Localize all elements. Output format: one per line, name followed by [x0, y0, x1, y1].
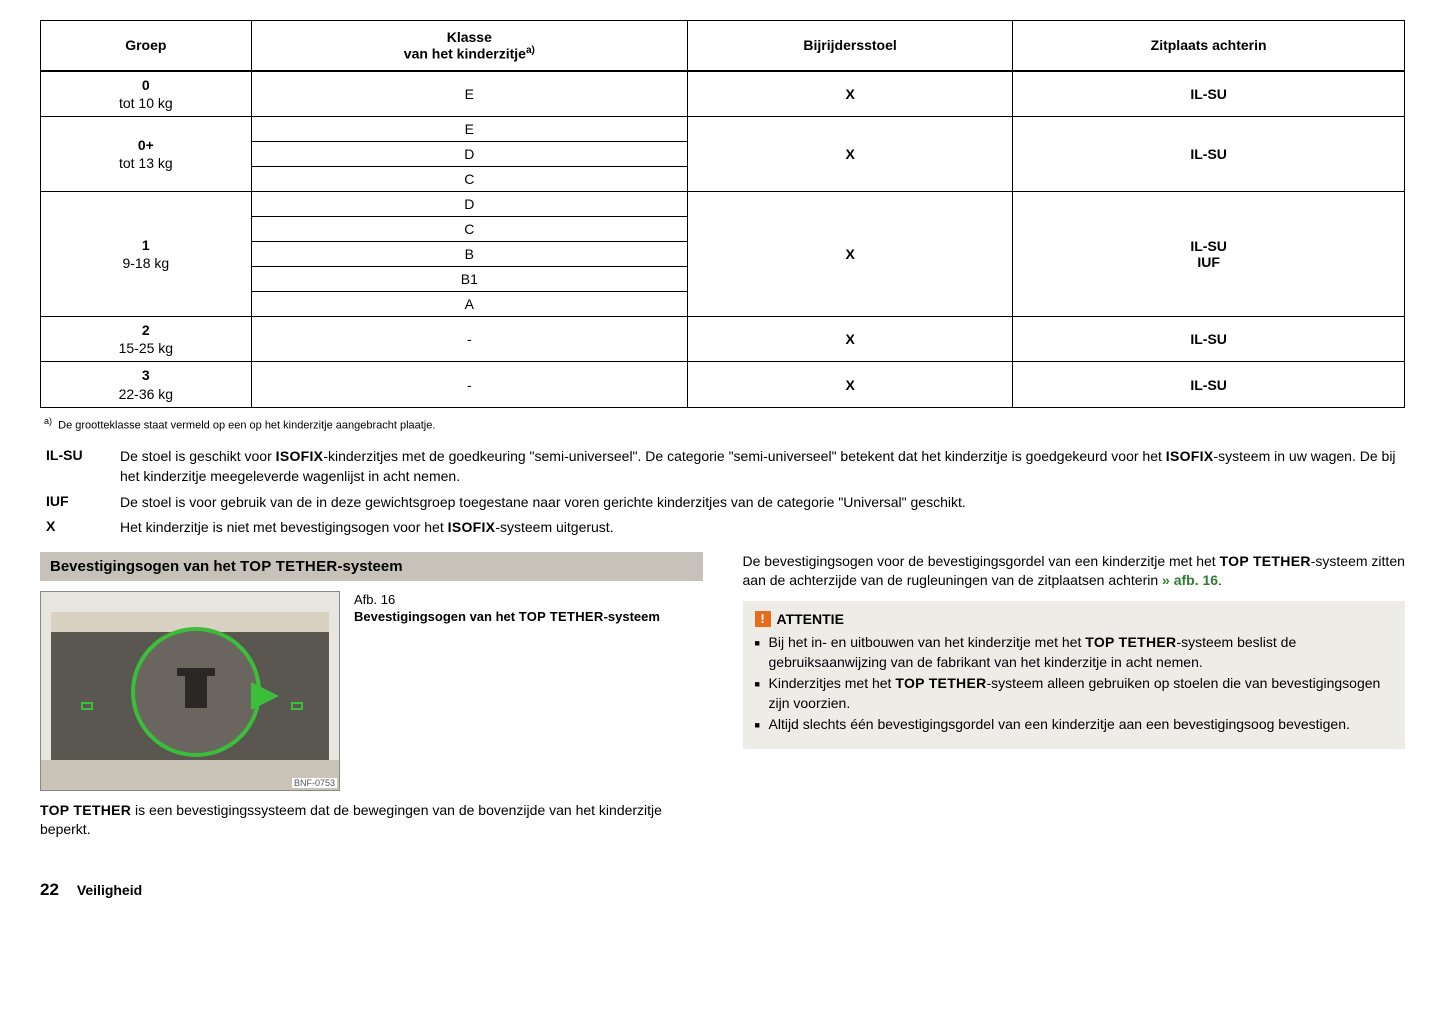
- figure-16-image: BNF-0753: [40, 591, 340, 791]
- legend-row: XHet kinderzitje is niet met bevestiging…: [40, 518, 1405, 538]
- class-cell: A: [251, 292, 687, 317]
- front-seat-cell: X: [687, 71, 1012, 117]
- group-cell: 0+tot 13 kg: [41, 117, 252, 192]
- legend: IL-SUDe stoel is geschikt voor ISOFIX-ki…: [40, 447, 1405, 537]
- class-cell: -: [251, 362, 687, 407]
- page-footer: 22 Veiligheid: [40, 880, 1405, 900]
- figure-16-caption: Afb. 16 Bevestigingsogen van het TOP TET…: [354, 591, 660, 791]
- table-row: 322-36 kg-XIL-SU: [41, 362, 1405, 407]
- legend-text: Het kinderzitje is niet met bevestigings…: [120, 518, 1405, 538]
- group-cell: 0tot 10 kg: [41, 71, 252, 117]
- warning-icon: !: [755, 611, 771, 627]
- anchor-location-text: De bevestigingsogen voor de bevestigings…: [743, 552, 1406, 591]
- class-cell: D: [251, 192, 687, 217]
- section-header-top-tether: Bevestigingsogen van het TOP TETHER-syst…: [40, 552, 703, 581]
- ref-afb-16: » afb. 16: [1162, 572, 1218, 588]
- legend-row: IL-SUDe stoel is geschikt voor ISOFIX-ki…: [40, 447, 1405, 486]
- th-group: Groep: [41, 21, 252, 71]
- front-seat-cell: X: [687, 362, 1012, 407]
- left-column: Bevestigingsogen van het TOP TETHER-syst…: [40, 552, 703, 850]
- footnote: a) De grootteklasse staat vermeld op een…: [44, 416, 1405, 432]
- rear-seat-cell: IL-SU: [1013, 71, 1405, 117]
- attentie-bullet-list: Bij het in- en uitbouwen van het kinderz…: [755, 633, 1394, 735]
- class-cell: E: [251, 71, 687, 117]
- legend-key: IUF: [40, 493, 120, 513]
- isofix-compatibility-table: Groep Klasse van het kinderzitjea) Bijri…: [40, 20, 1405, 408]
- rear-seat-cell: IL-SU: [1013, 362, 1405, 407]
- legend-key: X: [40, 518, 120, 538]
- class-cell: -: [251, 317, 687, 362]
- class-cell: C: [251, 217, 687, 242]
- th-class: Klasse van het kinderzitjea): [251, 21, 687, 71]
- attentie-bullet: Altijd slechts één bevestigingsgordel va…: [755, 715, 1394, 735]
- table-row: 0+tot 13 kgEXIL-SU: [41, 117, 1405, 142]
- table-row: 19-18 kgDXIL-SU IUF: [41, 192, 1405, 217]
- table-row: 215-25 kg-XIL-SU: [41, 317, 1405, 362]
- legend-text: De stoel is voor gebruik van de in deze …: [120, 493, 1405, 513]
- page-number: 22: [40, 880, 59, 899]
- class-cell: D: [251, 142, 687, 167]
- top-tether-description: TOP TETHER is een bevestigingssysteem da…: [40, 801, 703, 840]
- th-front: Bijrijdersstoel: [687, 21, 1012, 71]
- legend-text: De stoel is geschikt voor ISOFIX-kinderz…: [120, 447, 1405, 486]
- attentie-bullet: Kinderzitjes met het TOP TETHER-systeem …: [755, 674, 1394, 713]
- rear-seat-cell: IL-SU: [1013, 317, 1405, 362]
- class-cell: E: [251, 117, 687, 142]
- section-name: Veiligheid: [77, 882, 142, 898]
- legend-row: IUFDe stoel is voor gebruik van de in de…: [40, 493, 1405, 513]
- class-cell: C: [251, 167, 687, 192]
- table-row: 0tot 10 kgEXIL-SU: [41, 71, 1405, 117]
- attentie-box: ! ATTENTIE Bij het in- en uitbouwen van …: [743, 601, 1406, 749]
- class-cell: B: [251, 242, 687, 267]
- class-cell: B1: [251, 267, 687, 292]
- image-code: BNF-0753: [292, 778, 337, 788]
- th-rear: Zitplaats achterin: [1013, 21, 1405, 71]
- front-seat-cell: X: [687, 117, 1012, 192]
- group-cell: 215-25 kg: [41, 317, 252, 362]
- legend-key: IL-SU: [40, 447, 120, 486]
- group-cell: 322-36 kg: [41, 362, 252, 407]
- attentie-bullet: Bij het in- en uitbouwen van het kinderz…: [755, 633, 1394, 672]
- attentie-title: ATTENTIE: [777, 611, 844, 627]
- front-seat-cell: X: [687, 317, 1012, 362]
- rear-seat-cell: IL-SU: [1013, 117, 1405, 192]
- right-column: De bevestigingsogen voor de bevestigings…: [743, 552, 1406, 850]
- rear-seat-cell: IL-SU IUF: [1013, 192, 1405, 317]
- group-cell: 19-18 kg: [41, 192, 252, 317]
- front-seat-cell: X: [687, 192, 1012, 317]
